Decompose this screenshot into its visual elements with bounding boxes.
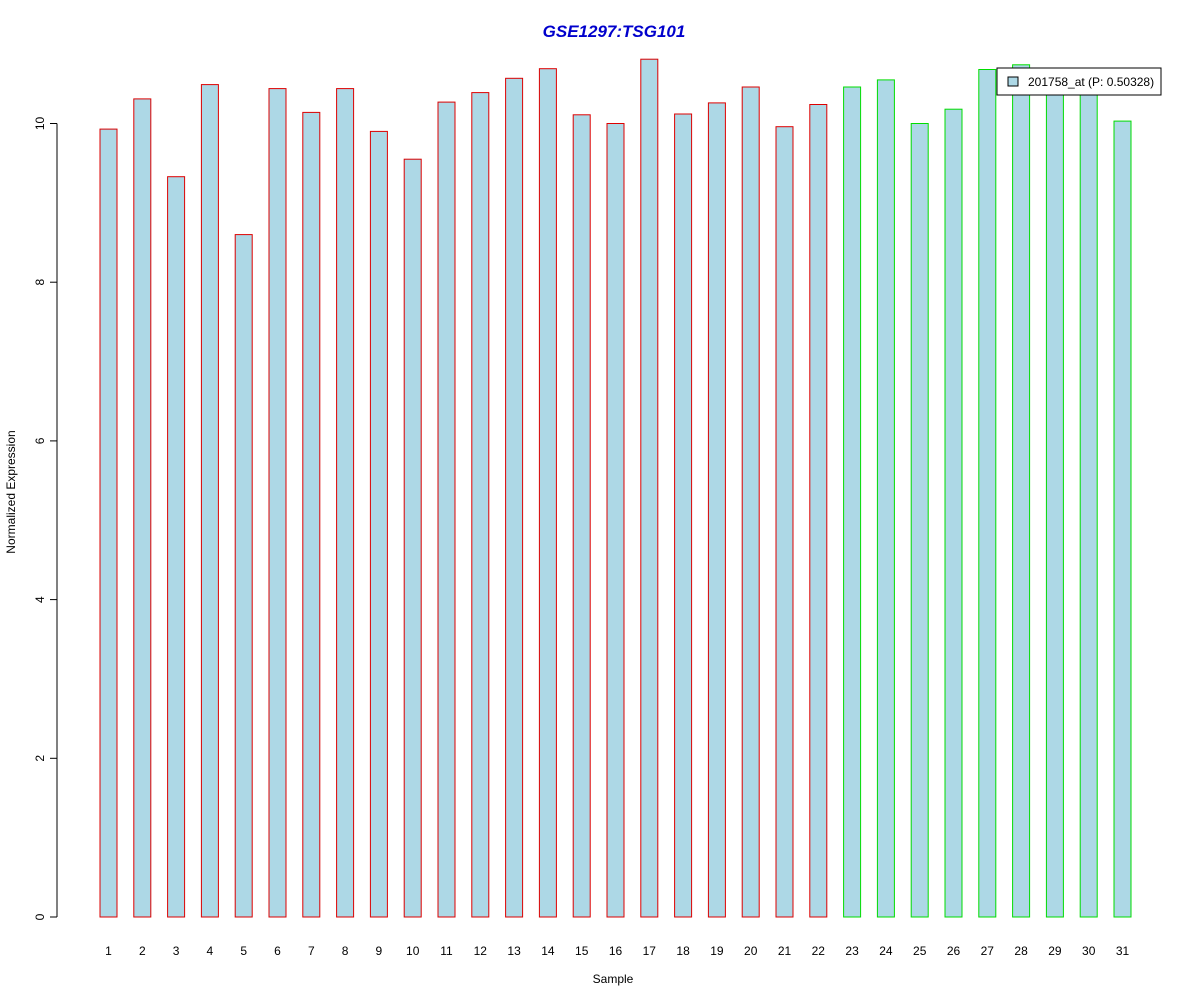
bar-sample-31 xyxy=(1113,120,1132,918)
x-tick-label: 28 xyxy=(1014,944,1028,958)
bar-sample-20 xyxy=(741,86,760,918)
y-tick-label: 4 xyxy=(33,596,47,603)
x-tick-label: 27 xyxy=(981,944,995,958)
bar-sample-13 xyxy=(505,77,524,918)
bar-sample-27 xyxy=(978,69,997,918)
x-tick-label: 19 xyxy=(710,944,724,958)
bar-sample-19 xyxy=(707,102,726,918)
x-axis: 1 2 3 4 5 6 7 8 9 10 11 12 13 14 15 16 17 18 19 20 21 22 23 24 2… xyxy=(105,944,1129,958)
x-tick-label: 26 xyxy=(947,944,961,958)
bar-sample-30 xyxy=(1079,81,1098,918)
x-tick-label: 7 xyxy=(308,944,315,958)
bar-sample-17 xyxy=(640,58,659,918)
x-tick-label: 1 xyxy=(105,944,112,958)
bar-sample-14 xyxy=(538,68,557,918)
x-tick-label: 2 xyxy=(139,944,146,958)
x-tick-label: 10 xyxy=(406,944,420,958)
x-tick-label: 9 xyxy=(376,944,383,958)
legend-box xyxy=(996,67,1162,96)
bar-sample-11 xyxy=(437,101,456,918)
bar-sample-16 xyxy=(606,123,625,918)
x-tick-label: 20 xyxy=(744,944,758,958)
x-tick-label: 16 xyxy=(609,944,623,958)
x-tick-label: 14 xyxy=(541,944,555,958)
bar-sample-22 xyxy=(809,104,828,918)
y-tick-label: 0 xyxy=(33,913,47,920)
x-tick-label: 18 xyxy=(676,944,690,958)
y-tick-label: 2 xyxy=(33,755,47,762)
x-tick-label: 13 xyxy=(507,944,521,958)
x-tick-label: 6 xyxy=(274,944,281,958)
bar-sample-4 xyxy=(200,84,219,918)
x-tick-label: 31 xyxy=(1116,944,1130,958)
x-tick-label: 23 xyxy=(845,944,859,958)
x-axis-label: Sample xyxy=(593,972,634,986)
bar-sample-9 xyxy=(369,130,388,918)
x-tick-label: 30 xyxy=(1082,944,1096,958)
bar-sample-1 xyxy=(99,128,118,918)
x-tick-label: 15 xyxy=(575,944,589,958)
y-axis-label: Normalized Expression xyxy=(4,430,18,553)
y-tick-label: 6 xyxy=(33,437,47,444)
bar-sample-28 xyxy=(1012,64,1031,918)
bar-sample-15 xyxy=(572,114,591,918)
x-tick-label: 22 xyxy=(812,944,826,958)
x-tick-label: 17 xyxy=(643,944,657,958)
bar-sample-26 xyxy=(944,108,963,918)
chart-title: GSE1297:TSG101 xyxy=(543,22,686,41)
bar-sample-18 xyxy=(674,113,693,918)
bar-sample-8 xyxy=(336,88,355,918)
x-tick-label: 11 xyxy=(440,944,453,958)
bar-sample-3 xyxy=(167,176,186,918)
x-tick-label: 29 xyxy=(1048,944,1062,958)
bar-sample-23 xyxy=(843,86,862,918)
x-tick-label: 3 xyxy=(173,944,180,958)
bar-sample-29 xyxy=(1045,85,1064,918)
bars-layer xyxy=(99,58,1132,918)
legend-series-label: 201758_at (P: 0.50328) xyxy=(1028,75,1154,89)
bar-sample-24 xyxy=(876,79,895,918)
legend-swatch xyxy=(1007,76,1019,87)
bar-sample-6 xyxy=(268,88,287,918)
bar-sample-7 xyxy=(302,111,321,918)
y-tick-label: 8 xyxy=(33,279,47,286)
bar-sample-5 xyxy=(234,234,253,918)
y-tick-label: 10 xyxy=(33,117,47,131)
y-axis: 0 2 4 6 8 10 xyxy=(33,117,58,920)
bar-sample-21 xyxy=(775,126,794,918)
bar-sample-25 xyxy=(910,123,929,918)
x-tick-label: 25 xyxy=(913,944,927,958)
x-tick-label: 24 xyxy=(879,944,893,958)
x-tick-label: 12 xyxy=(474,944,488,958)
x-tick-label: 8 xyxy=(342,944,349,958)
legend: 201758_at (P: 0.50328) xyxy=(996,67,1162,96)
x-tick-label: 5 xyxy=(240,944,247,958)
x-tick-label: 4 xyxy=(207,944,214,958)
bar-sample-10 xyxy=(403,158,422,918)
bar-sample-12 xyxy=(471,92,490,918)
x-tick-label: 21 xyxy=(778,944,792,958)
bar-sample-2 xyxy=(133,98,152,918)
